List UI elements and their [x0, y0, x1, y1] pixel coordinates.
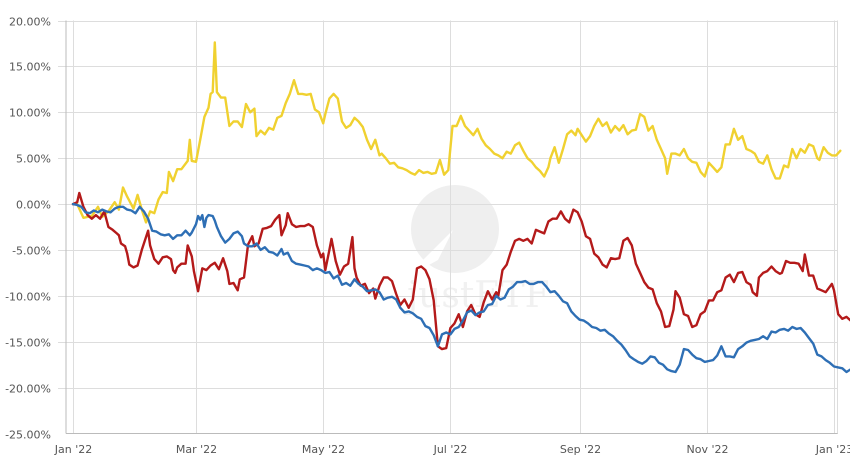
y-tick-label: 10.00%	[9, 107, 51, 120]
y-tick-label: -15.00%	[5, 337, 51, 350]
vertical-gridlines	[73, 20, 835, 434]
x-tick-label: Sep '22	[560, 443, 601, 456]
y-tick-label: 20.00%	[9, 16, 51, 29]
x-tick-label: Nov '22	[687, 443, 729, 456]
y-tick-label: -20.00%	[5, 383, 51, 396]
series-line-blue	[71, 202, 850, 374]
x-tick-label: May '22	[302, 443, 345, 456]
y-axis-tick-labels: 20.00% 15.00% 10.00% 5.00% 0.00% -5.00% -10.00…	[5, 16, 51, 442]
y-tick-label: -10.00%	[5, 291, 51, 304]
x-axis-tick-labels: Jan '22 Mar '22 May '22 Jul '22 Sep '22 Nov '…	[54, 443, 850, 456]
series-line-red	[71, 191, 850, 351]
series-line-yellow	[71, 41, 842, 224]
y-tick-label: -5.00%	[12, 245, 51, 258]
y-tick-label: 15.00%	[9, 61, 51, 74]
series-lines	[71, 41, 850, 374]
y-tick-label: 5.00%	[16, 153, 51, 166]
y-tick-label: 0.00%	[16, 199, 51, 212]
x-tick-label: Mar '22	[176, 443, 217, 456]
x-tick-label: Jan '23	[815, 443, 850, 456]
y-tick-label: -25.00%	[5, 429, 51, 442]
x-tick-label: Jan '22	[54, 443, 92, 456]
x-tick-label: Jul '22	[433, 443, 468, 456]
